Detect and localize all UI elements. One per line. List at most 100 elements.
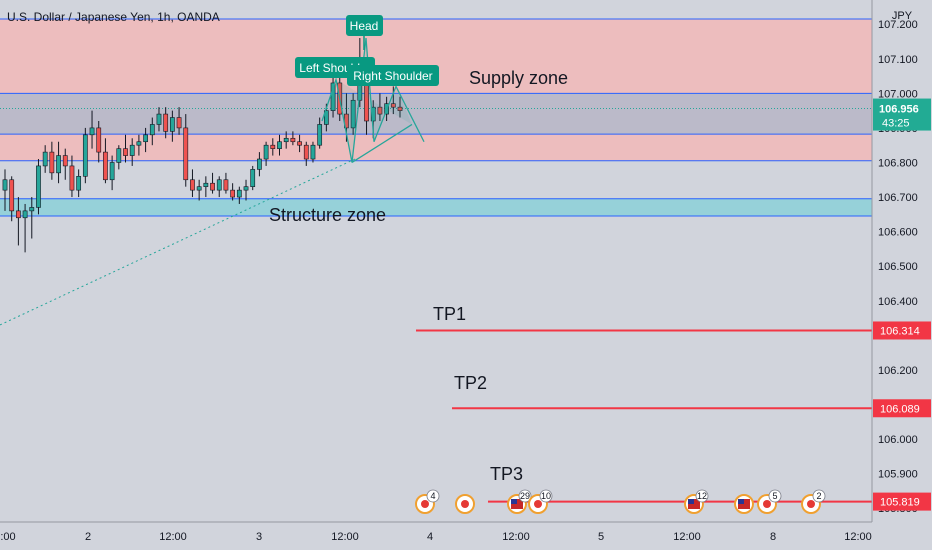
y-tick-label: 107.000 bbox=[878, 88, 918, 100]
candle-body bbox=[89, 127, 95, 136]
candle-1 bbox=[9, 176, 15, 222]
supply-zone-inner-rect bbox=[0, 93, 872, 135]
head-label-text: Head bbox=[350, 19, 379, 33]
candle-body bbox=[36, 165, 41, 208]
candle-body bbox=[56, 155, 61, 174]
candle-43 bbox=[290, 131, 296, 146]
event-us-icon: 12 bbox=[684, 489, 709, 514]
time-axis[interactable] bbox=[0, 522, 932, 550]
candle-body bbox=[323, 110, 329, 125]
candle-36 bbox=[243, 179, 249, 201]
y-tick-label: 106.400 bbox=[878, 296, 918, 308]
candle-4 bbox=[29, 197, 35, 239]
y-tick-label: 106.500 bbox=[878, 261, 918, 273]
y-tick-label: 106.200 bbox=[878, 365, 918, 377]
us-flag-canton bbox=[511, 499, 517, 504]
y-tick-label: 107.100 bbox=[878, 54, 918, 66]
candle-13 bbox=[89, 110, 95, 149]
candle-body bbox=[42, 151, 48, 167]
x-tick-label: 12:00 bbox=[844, 531, 872, 543]
candle-body bbox=[176, 117, 182, 129]
candle-46 bbox=[310, 141, 316, 163]
candle-body bbox=[156, 113, 162, 125]
candle-body bbox=[2, 179, 8, 191]
candle-body bbox=[62, 155, 68, 167]
event-badge-bg bbox=[768, 489, 782, 503]
candle-16 bbox=[109, 155, 115, 191]
candle-body bbox=[16, 210, 21, 219]
candle-body bbox=[283, 137, 289, 143]
candle-12 bbox=[82, 127, 88, 184]
price-tag-2: 105.819 bbox=[880, 497, 920, 509]
candle-25 bbox=[169, 110, 175, 142]
candle-18 bbox=[123, 134, 128, 163]
event-badge: 2 bbox=[816, 491, 821, 501]
event-jp-icon: 10 bbox=[528, 489, 553, 514]
jp-flag-dot bbox=[534, 500, 542, 508]
candle-11 bbox=[76, 169, 82, 198]
head-shoulders-outline bbox=[321, 37, 425, 163]
structure-zone-label: Structure zone bbox=[269, 205, 386, 225]
y-tick-labels: 107.200107.100107.000106.900106.800106.7… bbox=[878, 19, 918, 515]
candle-body bbox=[116, 148, 122, 163]
event-badge-bg bbox=[426, 489, 440, 503]
candle-30 bbox=[203, 176, 209, 198]
x-tick-label: 12:00 bbox=[159, 531, 187, 543]
candle-body bbox=[290, 137, 296, 143]
pattern-layer bbox=[321, 37, 425, 164]
candle-body bbox=[236, 189, 242, 198]
candle-56 bbox=[377, 93, 383, 121]
event-badge-bg bbox=[539, 489, 553, 503]
tp1-label: TP1 bbox=[433, 304, 466, 324]
candle-47 bbox=[317, 117, 323, 149]
x-tick-label: 5 bbox=[598, 531, 604, 543]
neckline bbox=[351, 123, 413, 164]
candle-35 bbox=[236, 186, 242, 204]
tp3-label: TP3 bbox=[490, 464, 523, 484]
candle-23 bbox=[156, 107, 162, 132]
event-badge: 4 bbox=[430, 491, 435, 501]
candle-14 bbox=[96, 120, 102, 163]
trendline bbox=[0, 158, 356, 326]
event-jp-icon bbox=[455, 494, 475, 514]
price-tag-1: 106.089 bbox=[880, 403, 920, 415]
candle-body bbox=[22, 210, 28, 219]
candle-27 bbox=[183, 114, 189, 187]
candle-39 bbox=[263, 141, 269, 166]
event-badge: 10 bbox=[541, 491, 551, 501]
candle-3 bbox=[22, 203, 28, 253]
jp-flag-dot bbox=[763, 500, 771, 508]
candle-body bbox=[330, 82, 336, 111]
jp-flag-dot bbox=[461, 500, 469, 508]
candle-9 bbox=[62, 148, 68, 180]
price-tag-bg-1 bbox=[873, 399, 931, 418]
candle-body bbox=[49, 151, 55, 174]
candle-19 bbox=[129, 138, 135, 166]
x-tick-label: 8 bbox=[770, 531, 776, 543]
candle-body bbox=[196, 186, 202, 191]
jp-flag-dot bbox=[421, 500, 429, 508]
event-us-icon bbox=[734, 494, 754, 514]
head-label: Head bbox=[346, 15, 383, 50]
x-tick-label: 4 bbox=[427, 531, 433, 543]
candle-28 bbox=[190, 169, 195, 198]
candle-body bbox=[350, 99, 356, 129]
candle-24 bbox=[163, 107, 169, 139]
candle-32 bbox=[216, 176, 222, 198]
candle-body bbox=[169, 117, 175, 132]
candle-body bbox=[109, 162, 115, 181]
last-price-tag-bg bbox=[873, 98, 931, 131]
price-tag-0: 106.314 bbox=[880, 325, 920, 337]
candle-body bbox=[303, 144, 309, 160]
last-price-countdown: 43:25 bbox=[882, 118, 910, 130]
candle-body bbox=[29, 207, 35, 212]
candle-body bbox=[163, 113, 169, 132]
candle-body bbox=[310, 144, 316, 160]
x-tick-label: 12:00 bbox=[502, 531, 530, 543]
us-flag-canton bbox=[688, 499, 694, 504]
candle-body bbox=[397, 106, 403, 111]
price-axis[interactable] bbox=[872, 0, 932, 522]
candle-58 bbox=[390, 86, 396, 115]
x-tick-label: 12:00 bbox=[331, 531, 359, 543]
